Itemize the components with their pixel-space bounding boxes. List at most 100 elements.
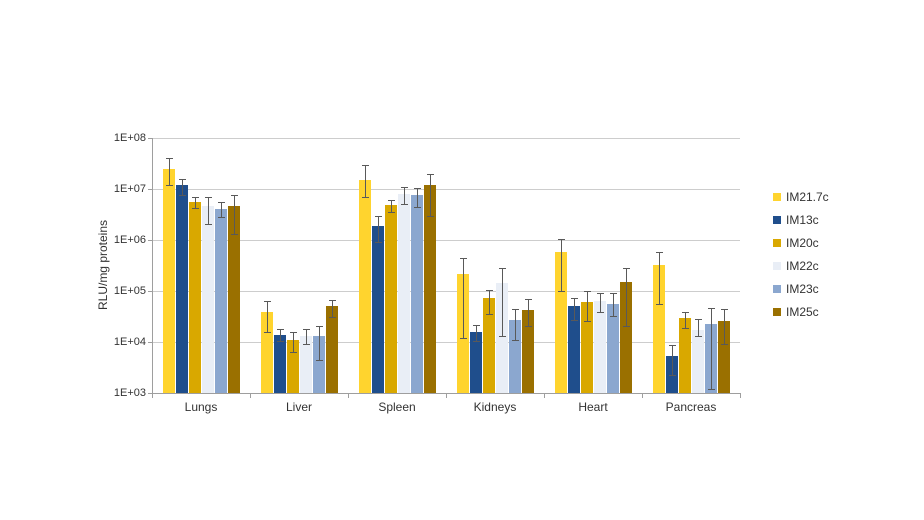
gridline (152, 240, 740, 241)
x-axis-tick (642, 393, 643, 398)
x-axis-tick (740, 393, 741, 398)
bar-IM22c-kidneys (496, 282, 508, 393)
errorbar-IM22c-kidneys-bottom-cap (499, 336, 506, 338)
errorbar-IM20c-spleen (391, 200, 392, 213)
errorbar-IM25c-lungs-top-cap (231, 194, 238, 196)
errorbar-IM13c-lungs-bottom-cap (179, 195, 186, 197)
legend-swatch-IM13c (773, 215, 781, 224)
errorbar-IM20c-spleen-bottom-cap (388, 212, 395, 214)
errorbar-IM21.7c-kidneys-top-cap (460, 258, 467, 260)
errorbar-IM21.7c-lungs-bottom-cap (166, 184, 173, 186)
category-label-heart: Heart (578, 400, 608, 414)
bar-IM25c-pancreas (718, 320, 730, 393)
errorbar-IM22c-kidneys (502, 268, 503, 337)
errorbar-IM22c-spleen-bottom-cap (401, 204, 408, 206)
errorbar-IM21.7c-lungs (169, 158, 170, 185)
legend-item-IM25c: IM25c (773, 304, 829, 319)
errorbar-IM25c-heart (626, 268, 627, 326)
bar-IM20c-spleen (385, 205, 397, 393)
errorbar-IM13c-spleen (378, 216, 379, 243)
y-axis-tick (148, 138, 152, 139)
legend-label-IM23c: IM23c (786, 281, 819, 296)
bar-IM23c-liver (313, 336, 325, 393)
gridline (152, 342, 740, 343)
errorbar-IM20c-lungs (195, 196, 196, 208)
gridline (152, 189, 740, 190)
bar-IM23c-kidneys (509, 320, 521, 393)
errorbar-IM20c-kidneys (489, 289, 490, 315)
errorbar-IM13c-kidneys (476, 324, 477, 341)
category-label-kidneys: Kidneys (473, 400, 517, 414)
errorbar-IM23c-lungs-top-cap (218, 202, 225, 204)
bar-IM22c-heart (594, 301, 606, 393)
errorbar-IM21.7c-kidneys-bottom-cap (460, 337, 467, 339)
errorbar-IM22c-lungs (208, 197, 209, 224)
gridline (152, 291, 740, 292)
bar-IM23c-heart (607, 303, 619, 393)
legend-label-IM22c: IM22c (786, 258, 819, 273)
errorbar-IM22c-pancreas (698, 318, 699, 337)
errorbar-IM23c-heart (613, 293, 614, 317)
errorbar-IM13c-kidneys-top-cap (473, 324, 480, 326)
errorbar-IM13c-liver (280, 328, 281, 341)
y-axis-tick (148, 342, 152, 343)
y-axis-line (152, 138, 153, 394)
errorbar-IM20c-lungs-top-cap (192, 196, 199, 198)
legend-item-IM22c: IM22c (773, 258, 829, 273)
category-label-lungs: Lungs (184, 400, 218, 414)
errorbar-IM13c-pancreas-bottom-cap (669, 374, 676, 376)
bar-IM13c-kidneys (470, 331, 482, 393)
errorbar-IM22c-spleen (404, 186, 405, 205)
errorbar-IM22c-liver (306, 328, 307, 345)
bar-IM25c-liver (326, 306, 338, 393)
legend-swatch-IM25c (773, 307, 781, 316)
errorbar-IM25c-pancreas-top-cap (721, 308, 728, 310)
errorbar-IM25c-pancreas (724, 308, 725, 344)
errorbar-IM20c-lungs-bottom-cap (192, 207, 199, 209)
errorbar-IM23c-lungs (221, 202, 222, 218)
errorbar-IM21.7c-spleen-bottom-cap (362, 196, 369, 198)
errorbar-IM23c-liver (319, 325, 320, 360)
errorbar-IM21.7c-pancreas-bottom-cap (656, 303, 663, 305)
errorbar-IM21.7c-liver-top-cap (264, 301, 271, 303)
y-axis-tick (148, 393, 152, 394)
category-label-pancreas: Pancreas (665, 400, 717, 414)
errorbar-IM25c-lungs-bottom-cap (231, 234, 238, 236)
errorbar-IM23c-pancreas-bottom-cap (708, 388, 715, 390)
errorbar-IM25c-heart-top-cap (623, 268, 630, 270)
bar-IM25c-lungs (228, 205, 240, 393)
bar-IM20c-heart (581, 301, 593, 393)
errorbar-IM25c-kidneys (528, 298, 529, 326)
errorbar-IM20c-pancreas-bottom-cap (682, 327, 689, 329)
errorbar-IM25c-spleen-top-cap (427, 173, 434, 175)
category-label-spleen: Spleen (378, 400, 416, 414)
errorbar-IM21.7c-spleen-top-cap (362, 164, 369, 166)
errorbar-IM25c-spleen-bottom-cap (427, 216, 434, 218)
errorbar-IM23c-spleen (417, 187, 418, 207)
errorbar-IM25c-lungs (234, 194, 235, 235)
errorbar-IM23c-spleen-bottom-cap (414, 206, 421, 208)
errorbar-IM13c-pancreas-top-cap (669, 345, 676, 347)
y-tick-label: 1E+07 (113, 183, 146, 195)
errorbar-IM20c-spleen-top-cap (388, 200, 395, 202)
bar-IM20c-kidneys (483, 298, 495, 393)
bar-IM22c-pancreas (692, 329, 704, 393)
errorbar-IM22c-pancreas-top-cap (695, 318, 702, 320)
legend-swatch-IM23c (773, 284, 781, 293)
errorbar-IM13c-heart-top-cap (571, 298, 578, 300)
errorbar-IM21.7c-pancreas (659, 252, 660, 304)
legend-label-IM25c: IM25c (786, 304, 819, 319)
bar-IM22c-spleen (398, 193, 410, 393)
errorbar-IM21.7c-heart (561, 238, 562, 291)
errorbar-IM21.7c-lungs-top-cap (166, 158, 173, 160)
errorbar-IM22c-liver-bottom-cap (303, 344, 310, 346)
legend-label-IM13c: IM13c (786, 212, 819, 227)
bar-IM23c-lungs (215, 209, 227, 393)
y-axis-tick (148, 240, 152, 241)
errorbar-IM22c-spleen-top-cap (401, 186, 408, 188)
errorbar-IM22c-lungs-top-cap (205, 197, 212, 199)
errorbar-IM25c-liver (332, 299, 333, 317)
errorbar-IM20c-kidneys-top-cap (486, 289, 493, 291)
errorbar-IM13c-heart (574, 298, 575, 320)
legend-swatch-IM21.7c (773, 192, 781, 201)
